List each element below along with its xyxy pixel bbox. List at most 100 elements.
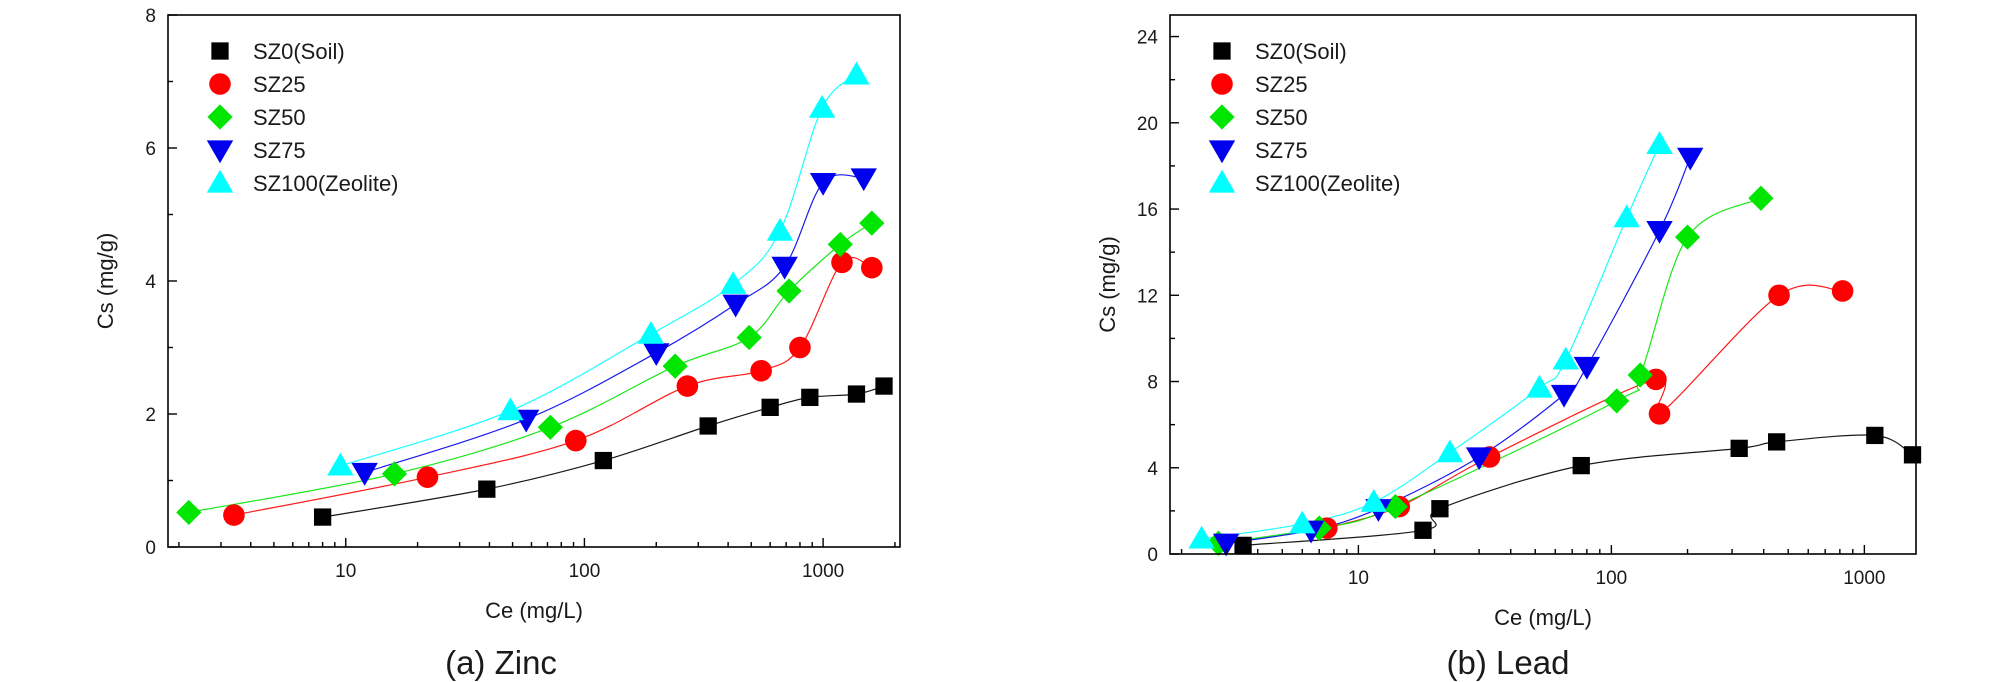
x-tick-label: 100: [1596, 568, 1628, 589]
data-point: [1465, 447, 1493, 471]
data-point: [1674, 224, 1701, 250]
data-point: [637, 321, 665, 344]
fit-curve-3: [364, 174, 864, 474]
data-point: [809, 172, 837, 196]
legend-marker: [1211, 73, 1233, 95]
fit-curve-0: [1243, 434, 1913, 546]
legend: SZ0(Soil) SZ25 SZ50 SZ75 SZ100(Zeolite): [206, 39, 399, 196]
y-axis-label: Cs (mg/g): [93, 233, 118, 330]
data-point: [1903, 446, 1922, 464]
data-point: [223, 504, 245, 526]
data-point: [850, 168, 877, 192]
legend-marker: [206, 140, 234, 164]
y-tick-label: 2: [145, 405, 156, 426]
data-point: [564, 429, 587, 452]
data-point: [699, 417, 717, 435]
x-tick-label: 10: [335, 561, 356, 582]
chart-lead: 10 100 1000 0 4 8 12 16 20 24 Ce (mg/L) Cs (mg/g) SZ…: [1095, 14, 1922, 630]
data-point: [1526, 374, 1553, 398]
legend-label: SZ75: [253, 138, 306, 163]
data-point: [750, 359, 772, 382]
data-point: [843, 61, 870, 85]
data-point: [1360, 489, 1387, 512]
y-tick-label: 12: [1137, 286, 1158, 307]
data-point: [1431, 500, 1449, 518]
data-point: [1866, 426, 1884, 445]
data-point: [1748, 185, 1774, 211]
fit-curve-4: [1201, 144, 1661, 540]
data-point: [1188, 525, 1215, 549]
caption-lead: (b) Lead: [1446, 644, 1570, 681]
plot-frame: [1169, 14, 1917, 555]
data-point: [1572, 456, 1590, 475]
series-2: [176, 210, 885, 526]
data-point: [808, 94, 836, 118]
caption-zinc: (a) Zinc: [445, 644, 557, 681]
legend-marker: [1208, 140, 1236, 164]
y-tick-label: 4: [145, 272, 156, 293]
x-tick-label: 1000: [1843, 568, 1885, 589]
legend-marker: [209, 73, 231, 95]
y-tick-label: 24: [1137, 28, 1159, 49]
y-tick-label: 20: [1137, 114, 1158, 135]
y-tick-label: 16: [1137, 200, 1158, 221]
data-point: [801, 388, 819, 407]
data-point: [861, 256, 883, 279]
series-2: [1205, 185, 1774, 556]
data-point: [761, 398, 779, 416]
series-4: [327, 61, 870, 476]
y-tick-label: 6: [145, 139, 156, 160]
data-point: [478, 480, 496, 498]
data-point: [1768, 284, 1790, 307]
series-4: [1188, 131, 1673, 549]
legend-label: SZ25: [253, 72, 306, 97]
legend-label: SZ0(Soil): [253, 39, 345, 64]
legend: SZ0(Soil) SZ25 SZ50 SZ75 SZ100(Zeolite): [1208, 39, 1401, 196]
data-point: [1648, 403, 1671, 425]
data-point: [859, 210, 885, 236]
data-point: [1767, 433, 1786, 451]
data-point: [1414, 521, 1432, 539]
data-point: [497, 397, 524, 421]
data-point: [676, 375, 699, 397]
data-point: [1234, 536, 1252, 555]
data-point: [719, 271, 747, 294]
fit-curve-0: [322, 385, 885, 518]
legend-marker: [1213, 42, 1231, 60]
data-point: [1627, 362, 1653, 388]
legend-label: SZ50: [1255, 105, 1308, 130]
data-point: [381, 461, 408, 487]
legend-label: SZ100(Zeolite): [253, 171, 399, 196]
legend-marker: [211, 42, 229, 60]
data-point: [875, 377, 893, 395]
data-point: [1831, 280, 1854, 302]
data-point: [847, 385, 866, 403]
legend-marker: [1208, 169, 1236, 193]
data-point: [351, 462, 378, 486]
data-point: [1730, 439, 1748, 457]
fit-curve-1: [1326, 284, 1843, 529]
data-point: [416, 466, 439, 488]
data-point: [594, 451, 612, 470]
legend-label: SZ25: [1255, 72, 1308, 97]
data-point: [766, 217, 794, 241]
series-0: [313, 377, 893, 526]
data-point: [1212, 533, 1240, 557]
data-point: [1573, 356, 1601, 380]
data-point: [1550, 384, 1578, 408]
data-point: [327, 452, 354, 476]
legend-label: SZ100(Zeolite): [1255, 171, 1401, 196]
x-tick-label: 1000: [802, 561, 844, 582]
data-point: [176, 499, 202, 526]
data-point: [313, 508, 332, 526]
data-point: [1436, 439, 1464, 463]
legend-label: SZ50: [253, 105, 306, 130]
legend-label: SZ75: [1255, 138, 1308, 163]
data-point: [1552, 346, 1579, 370]
data-point: [1646, 131, 1673, 154]
data-point: [1677, 147, 1704, 171]
series-1: [223, 251, 883, 526]
data-point: [776, 278, 802, 304]
x-axis-label: Ce (mg/L): [1494, 605, 1592, 630]
data-point: [643, 343, 670, 367]
